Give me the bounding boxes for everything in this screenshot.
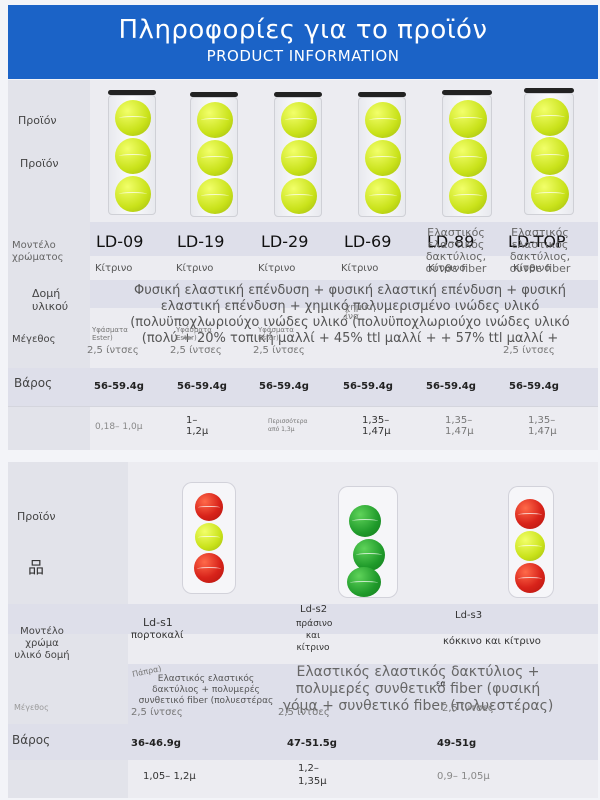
extra-ld-19: 1– 1,2μ [186, 415, 209, 437]
model-ld-s2-color: πράσινο και κίτρινο [296, 619, 333, 653]
bag-ld-s2 [338, 486, 398, 598]
tube-ld-19 [190, 92, 238, 217]
model-ld-09: LD-09 [96, 232, 144, 251]
bag-ld-s3 [508, 486, 554, 598]
tube-ld-top [524, 88, 574, 215]
material-line-3: (πολυϋποχλωριούχο ινώδες υλικό (πολυϋποχ… [130, 315, 570, 330]
header-title-greek: Πληροφορίες για το προϊόν [118, 15, 488, 45]
bottom-label-product: Προϊόν [17, 510, 56, 523]
size-ld-09: 2,5 ίντσες [87, 345, 139, 356]
top-label-material: Δομή υλικού [32, 287, 69, 313]
extra-ld-69: 1,35– 1,47μ [362, 415, 391, 437]
extra-ld-s2: 1,2– 1,35μ [298, 763, 327, 787]
top-weight-band [8, 368, 598, 406]
model-ld-s2-name: Ld-s2 [300, 604, 328, 615]
color-ld-69: Κίτρινο [341, 263, 379, 274]
bottom-material-small: Ελαστικός ελαστικός δακτύλιος + πολυμερέ… [138, 674, 274, 706]
weight-ld-s1: 36-46.9g [131, 738, 181, 749]
tube-ld-89 [442, 90, 492, 217]
top-product-images [90, 82, 598, 222]
tube-ld-69 [358, 92, 406, 217]
bottom-label-weight: Βάρος [12, 733, 51, 747]
bottom-product-images [128, 464, 598, 604]
size-ld-29: 2,5 ίντσες [253, 345, 305, 356]
color-ld-19: Κίτρινο [176, 263, 214, 274]
model-ld-69: LD-69 [344, 232, 392, 251]
bottom-material-band [128, 664, 598, 724]
extra-ld-29: Περισσότερα από 1,3μ [268, 418, 308, 433]
extra-ld-s3: 0,9– 1,05μ [437, 771, 490, 782]
material-small-4: χημική ίνα [345, 303, 376, 322]
material-small-1: Υφάσματα Ester) [92, 326, 128, 342]
model-ld-top: LD-TOP [508, 232, 566, 251]
extra-ld-09: 0,18– 1,0μ [95, 422, 143, 432]
bottom-label-model: Μοντέλο χρώμα υλικό δομή [14, 626, 70, 661]
size-ld-top: 2,5 ίντσες [503, 345, 555, 356]
model-ld-top-material-overlay: Ελαστικός ελαστικός δακτύλιος, συνθε fib… [509, 226, 571, 275]
top-material-band [90, 280, 598, 308]
size-ld-s3: 2,5 ίντσες [442, 703, 494, 714]
top-models-band [90, 222, 598, 256]
weight-ld-s3: 49-51g [437, 738, 477, 749]
header-title-english: PRODUCT INFORMATION [206, 47, 400, 65]
model-ld-s1-color: πορτοκαλί [131, 630, 184, 641]
model-ld-19: LD-19 [177, 232, 225, 251]
size-ld-s1: 2,5 ίντσες [131, 707, 183, 718]
color-ld-29: Κίτρινο [258, 263, 296, 274]
weight-ld-s2: 47-51.5g [287, 738, 337, 749]
bottom-label-size: Μέγεθος [14, 703, 49, 712]
extra-ld-top: 1,35– 1,47μ [528, 415, 557, 437]
top-label-model-color: Μοντέλο χρώματος [12, 240, 64, 263]
material-line-1: Φυσική ελαστική επένδυση + φυσική ελαστι… [134, 283, 566, 298]
model-ld-s3-color: κόκκινο και κίτρινο [443, 636, 541, 647]
color-ld-top: Κίτρινο [513, 263, 551, 274]
hierarchy-icon: 品 [28, 558, 45, 577]
material-small-3: Υφάσματα Ester) [258, 326, 294, 342]
model-ld-29: LD-29 [261, 232, 309, 251]
bottom-weight-band [8, 724, 598, 760]
top-label-weight: Βάρος [14, 376, 53, 390]
model-ld-89: LD-89 [427, 232, 475, 251]
top-weight-divider [8, 406, 598, 407]
bottom-material-big: Ελαστικός ελαστικός δακτύλιος + πολυμερέ… [282, 664, 554, 714]
tube-ld-29 [274, 92, 322, 217]
color-ld-09: Κίτρινο [95, 263, 133, 274]
top-label-product-2: Προϊόν [20, 157, 59, 170]
model-ld-s3-name: Ld-s3 [455, 610, 483, 621]
model-ld-89-material-overlay: Ελαστικός ελαστικός δακτύλιος, συνθε fib… [425, 226, 487, 275]
bag-ld-s1 [182, 482, 236, 594]
bottom-model-band [8, 604, 598, 634]
size-ld-19: 2,5 ίντσες [170, 345, 222, 356]
weight-ld-89: 56-59.4g [426, 381, 476, 392]
color-ld-89: Κίτρινο [428, 263, 466, 274]
model-ld-s1-name: Ld-s1 [143, 616, 173, 629]
weight-ld-19: 56-59.4g [177, 381, 227, 392]
material-small-2: Υφάσματα Ester) [176, 326, 212, 342]
material-line-2: ελαστική επένδυση + χημικό πολυμερισμένο… [160, 299, 540, 314]
extra-ld-s1: 1,05– 1,2μ [143, 771, 196, 782]
weight-ld-09: 56-59.4g [94, 381, 144, 392]
bottom-material-ea: εα [436, 679, 446, 688]
top-label-product-1: Προϊόν [18, 114, 57, 127]
weight-ld-top: 56-59.4g [509, 381, 559, 392]
product-info-header: Πληροφορίες για το προϊόν PRODUCT INFORM… [8, 5, 598, 79]
weight-ld-29: 56-59.4g [259, 381, 309, 392]
extra-ld-89: 1,35– 1,47μ [445, 415, 474, 437]
material-line-4: (πολύ + 20% τοπική μαλλί + 45% ttl μαλλί… [141, 331, 559, 346]
tube-ld-09 [108, 90, 156, 215]
size-ld-s2: 2,5 ίντσες [278, 707, 330, 718]
top-label-size: Μέγεθος [12, 334, 56, 345]
weight-ld-69: 56-59.4g [343, 381, 393, 392]
